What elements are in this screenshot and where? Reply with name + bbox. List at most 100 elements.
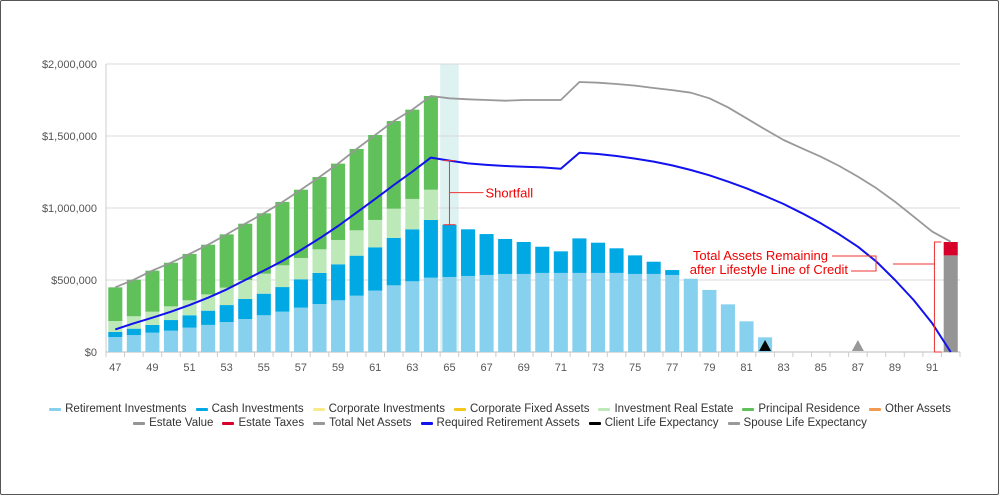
bar-retirement-investments bbox=[293, 307, 308, 352]
legend-item-spouse-life-expectancy[interactable]: Spouse Life Expectancy bbox=[727, 416, 867, 430]
bar-cash-investments bbox=[646, 261, 661, 274]
bar-retirement-investments bbox=[609, 272, 624, 352]
bar-principal-residence bbox=[108, 287, 123, 322]
bar-retirement-investments bbox=[535, 272, 550, 352]
bar-cash-investments bbox=[238, 299, 253, 320]
bar-retirement-investments bbox=[702, 289, 717, 352]
legend-label: Corporate Investments bbox=[328, 403, 445, 415]
legend-swatch-icon bbox=[133, 421, 146, 425]
bar-cash-investments bbox=[665, 270, 680, 275]
bar-cash-investments bbox=[312, 272, 327, 305]
bar-retirement-investments bbox=[349, 295, 364, 352]
legend-item-investment-real-estate[interactable]: Investment Real Estate bbox=[598, 402, 733, 416]
bar-cash-investments bbox=[423, 219, 438, 278]
bar-retirement-investments bbox=[423, 277, 438, 352]
legend-item-estate-value[interactable]: Estate Value bbox=[133, 416, 213, 430]
bar-cash-investments bbox=[535, 246, 550, 273]
bar-principal-residence bbox=[256, 213, 271, 274]
legend-item-client-life-expectancy[interactable]: Client Life Expectancy bbox=[588, 416, 719, 430]
chart-area: $0 $500,000 $1,000,000 $1,500,000 $2,000,000… bbox=[42, 59, 961, 374]
marker-spouse-life-expectancy bbox=[851, 340, 864, 351]
legend-item-estate-taxes[interactable]: Estate Taxes bbox=[222, 416, 304, 430]
remaining-label-line2: after Lifestyle Line of Credit bbox=[690, 262, 849, 277]
y-tick-label: $1,000,000 bbox=[42, 203, 97, 215]
legend-swatch-icon bbox=[869, 407, 882, 411]
legend-item-total-net-assets[interactable]: Total Net Assets bbox=[313, 416, 412, 430]
legend-swatch-icon bbox=[588, 421, 601, 425]
bar-retirement-investments bbox=[182, 327, 197, 352]
legend-label: Principal Residence bbox=[758, 403, 861, 415]
bar-investment-real-estate bbox=[312, 249, 327, 273]
bar-cash-investments bbox=[368, 247, 383, 291]
x-tick-label: 83 bbox=[778, 362, 790, 374]
bar-cash-investments bbox=[331, 264, 346, 301]
legend-item-retirement-investments[interactable]: Retirement Investments bbox=[49, 402, 187, 416]
legend-swatch-icon bbox=[195, 407, 208, 411]
bar-investment-real-estate bbox=[275, 265, 290, 288]
legend-item-corporate-fixed-assets[interactable]: Corporate Fixed Assets bbox=[453, 402, 589, 416]
bar-investment-real-estate bbox=[256, 273, 271, 294]
legend-label: Spouse Life Expectancy bbox=[743, 417, 867, 429]
x-tick-label: 77 bbox=[666, 362, 678, 374]
legend-label: Estate Value bbox=[149, 417, 214, 429]
bar-principal-residence bbox=[368, 134, 383, 220]
x-tick-label: 81 bbox=[740, 362, 752, 374]
legend-swatch-icon bbox=[598, 407, 611, 411]
bar-cash-investments bbox=[628, 255, 643, 274]
bar-retirement-investments bbox=[739, 321, 754, 352]
bar-principal-residence bbox=[423, 95, 438, 190]
bar-retirement-investments bbox=[720, 304, 735, 352]
bar-cash-investments bbox=[201, 310, 216, 325]
remaining-label-line1: Total Assets Remaining bbox=[693, 248, 828, 263]
remaining-bracket bbox=[933, 241, 942, 353]
bar-principal-residence bbox=[312, 177, 327, 250]
bar-cash-investments bbox=[572, 238, 587, 273]
legend-item-required-retirement-assets[interactable]: Required Retirement Assets bbox=[420, 416, 580, 430]
bar-cash-investments bbox=[553, 251, 568, 273]
bar-cash-investments bbox=[182, 315, 197, 328]
bar-principal-residence bbox=[126, 279, 141, 317]
bar-retirement-investments bbox=[238, 319, 253, 352]
x-tick-label: 55 bbox=[258, 362, 270, 374]
x-tick-label: 87 bbox=[852, 362, 864, 374]
bar-principal-residence bbox=[163, 262, 179, 307]
bar-retirement-investments bbox=[553, 272, 568, 352]
bar-cash-investments bbox=[108, 331, 123, 338]
x-tick-label: 75 bbox=[629, 362, 641, 374]
bar-investment-real-estate bbox=[108, 321, 123, 332]
legend-swatch-icon bbox=[453, 407, 466, 411]
legend-item-other-assets[interactable]: Other Assets bbox=[869, 402, 951, 416]
legend-item-corporate-investments[interactable]: Corporate Investments bbox=[312, 402, 445, 416]
legend-swatch-icon bbox=[313, 421, 326, 425]
bar-retirement-investments bbox=[442, 276, 457, 352]
bar-retirement-investments bbox=[368, 290, 383, 352]
legend-item-principal-residence[interactable]: Principal Residence bbox=[742, 402, 860, 416]
bar-investment-real-estate bbox=[293, 257, 308, 280]
legend-label: Client Life Expectancy bbox=[604, 417, 719, 429]
bar-retirement-investments bbox=[646, 273, 661, 352]
bar-principal-residence bbox=[405, 109, 420, 199]
bar-investment-real-estate bbox=[386, 208, 401, 238]
legend-label: Retirement Investments bbox=[65, 403, 187, 415]
bar-retirement-investments bbox=[516, 273, 531, 352]
bar-retirement-investments bbox=[312, 304, 327, 352]
bar-cash-investments bbox=[516, 241, 531, 274]
bar-investment-real-estate bbox=[331, 239, 346, 265]
line-total-net-assets bbox=[114, 81, 952, 289]
legend-label: Total Net Assets bbox=[329, 417, 412, 429]
legend-swatch-icon bbox=[222, 421, 235, 425]
bar-retirement-investments bbox=[201, 324, 216, 352]
bar-retirement-investments bbox=[479, 274, 494, 352]
x-tick-label: 57 bbox=[295, 362, 307, 374]
legend-swatch-icon bbox=[312, 407, 325, 411]
x-tick-label: 51 bbox=[183, 362, 195, 374]
y-tick-label: $1,500,000 bbox=[42, 131, 97, 143]
y-tick-label: $500,000 bbox=[51, 275, 97, 287]
bar-principal-residence bbox=[275, 201, 290, 266]
x-tick-label: 53 bbox=[221, 362, 233, 374]
legend-swatch-icon bbox=[742, 407, 755, 411]
bar-cash-investments bbox=[609, 248, 624, 273]
bar-cash-investments bbox=[163, 320, 179, 331]
legend-label: Estate Taxes bbox=[238, 417, 305, 429]
legend-item-cash-investments[interactable]: Cash Investments bbox=[195, 402, 304, 416]
